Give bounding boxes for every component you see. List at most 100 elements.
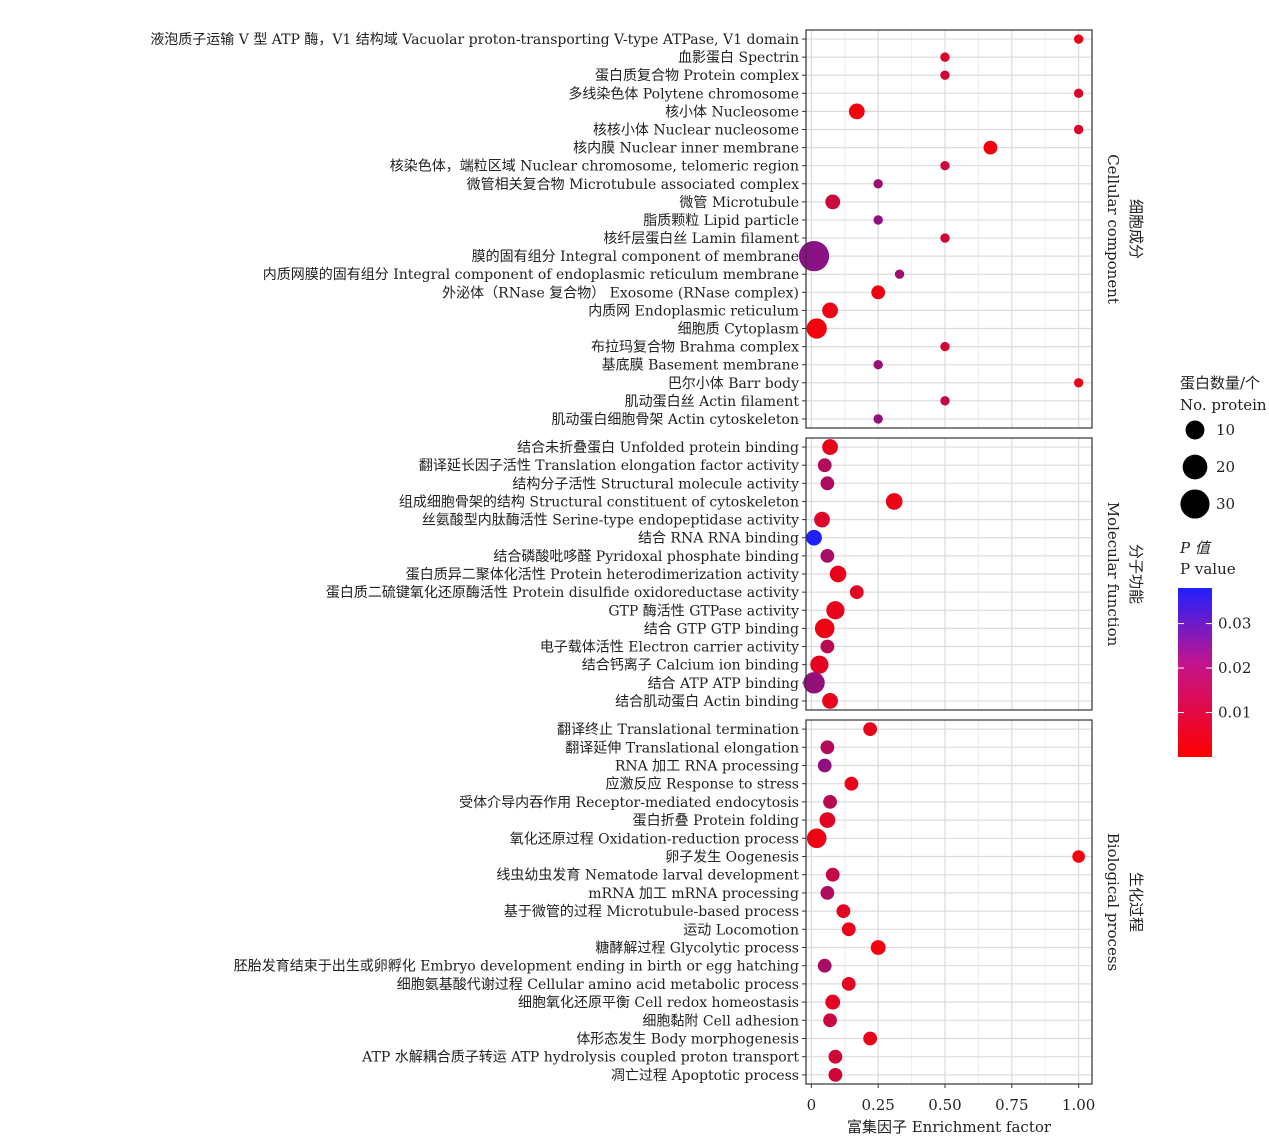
- x-tick-label: 0.75: [995, 1096, 1028, 1114]
- data-point: [848, 103, 865, 120]
- data-point: [940, 52, 950, 62]
- category-label: 卵子发生 Oogenesis: [665, 850, 799, 866]
- category-label: 组成细胞骨架的结构 Structural constituent of cyto…: [399, 494, 799, 510]
- data-point: [828, 1049, 843, 1064]
- category-label: 结合 GTP GTP binding: [644, 621, 799, 637]
- data-point: [820, 639, 835, 654]
- data-point: [940, 396, 950, 406]
- facet-label-cn: 细胞成分: [1127, 199, 1145, 259]
- category-label: 结合肌动蛋白 Actin binding: [615, 694, 799, 710]
- color-legend-label: 0.01: [1218, 704, 1251, 722]
- data-point: [817, 758, 832, 773]
- category-label: 结合钙离子 Calcium ion binding: [582, 657, 799, 674]
- data-point: [1072, 850, 1085, 863]
- category-label: 蛋白质二硫键氧化还原酶活性 Protein disulfide oxidored…: [326, 585, 799, 601]
- data-point: [806, 529, 822, 546]
- data-point: [819, 812, 836, 828]
- data-point: [822, 302, 838, 319]
- x-axis-title: 富集因子 Enrichment factor: [847, 1118, 1052, 1136]
- category-label: 结合 RNA RNA binding: [638, 531, 799, 547]
- facet-label-cn: 生化过程: [1127, 872, 1145, 932]
- category-label: 核小体 Nucleosome: [665, 104, 799, 120]
- data-point: [814, 618, 835, 639]
- panel-background-0: [806, 30, 1092, 428]
- data-point: [863, 722, 878, 736]
- category-label: 核内膜 Nuclear inner membrane: [573, 141, 799, 157]
- category-label: 运动 Locomotion: [683, 922, 799, 938]
- data-point: [803, 672, 825, 694]
- panel-border-1: [805, 437, 1093, 711]
- data-point: [940, 160, 950, 171]
- category-label: 膜的固有组分 Integral component of membrane: [472, 249, 799, 265]
- data-point: [817, 458, 832, 473]
- data-point: [822, 693, 838, 709]
- panel-background-2: [806, 720, 1092, 1084]
- color-legend-title-en: P value: [1180, 560, 1236, 578]
- data-point: [810, 655, 829, 674]
- category-label: 内质网膜的固有组分 Integral component of endoplas…: [263, 267, 799, 283]
- data-point: [829, 565, 847, 583]
- category-label: 内质网 Endoplasmic reticulum: [588, 303, 799, 319]
- facet-label-cn: 分子功能: [1127, 544, 1145, 604]
- size-legend-key: [1180, 489, 1210, 519]
- category-label: 线虫幼虫发育 Nematode larval development: [496, 868, 799, 884]
- category-label: 受体介导内吞作用 Receptor-mediated endocytosis: [459, 795, 799, 811]
- data-point: [873, 359, 883, 370]
- category-label: 基底膜 Basement membrane: [602, 357, 799, 374]
- panel-border-2: [805, 719, 1093, 1085]
- data-point: [870, 940, 886, 955]
- category-label: 应激反应 Response to stress: [606, 776, 799, 793]
- data-point: [873, 215, 883, 225]
- category-label: mRNA 加工 mRNA processing: [588, 886, 799, 902]
- data-point: [820, 476, 835, 491]
- data-point: [844, 776, 859, 791]
- category-label: 血影蛋白 Spectrin: [678, 50, 799, 66]
- data-point: [863, 1031, 878, 1046]
- data-point: [817, 958, 832, 973]
- x-tick-label: 0.50: [928, 1096, 961, 1114]
- category-label: 微管相关复合物 Microtubule associated complex: [467, 176, 799, 193]
- size-legend-key: [1185, 420, 1205, 440]
- data-point: [873, 179, 883, 189]
- data-point: [820, 548, 835, 563]
- data-point: [826, 601, 845, 620]
- facet-label-en: Molecular function: [1104, 502, 1122, 647]
- x-tick-label: 0: [807, 1096, 817, 1114]
- category-label: 凋亡过程 Apoptotic process: [611, 1068, 799, 1084]
- category-label: 蛋白质异二聚体化活性 Protein heterodimerization ac…: [406, 567, 799, 583]
- size-legend-label: 10: [1216, 421, 1235, 439]
- data-point: [1073, 88, 1084, 99]
- data-point: [873, 414, 883, 424]
- category-label: ATP 水解耦合质子转运 ATP hydrolysis coupled prot…: [361, 1050, 799, 1066]
- data-point: [806, 828, 827, 849]
- data-point: [940, 341, 950, 352]
- panel-border-0: [805, 29, 1093, 429]
- category-label: 肌动蛋白细胞骨架 Actin cytoskeleton: [551, 412, 799, 428]
- data-point: [823, 795, 837, 809]
- category-label: 体形态发生 Body morphogenesis: [576, 1032, 799, 1048]
- category-label: 细胞氧化还原平衡 Cell redox homeostasis: [518, 995, 799, 1011]
- facet-label-en: Biological process: [1104, 833, 1122, 971]
- data-point: [841, 922, 856, 937]
- category-label: 核纤层蛋白丝 Lamin filament: [603, 231, 799, 247]
- category-label: 结合磷酸吡哆醛 Pyridoxal phosphate binding: [493, 549, 799, 565]
- category-label: GTP 酶活性 GTPase activity: [608, 603, 799, 619]
- category-label: 丝氨酸型内肽酶活性 Serine-type endopeptidase acti…: [422, 513, 799, 529]
- data-point: [814, 511, 830, 528]
- category-label: 结合未折叠蛋白 Unfolded protein binding: [517, 440, 799, 456]
- data-point: [940, 233, 950, 243]
- x-tick-label: 0.25: [861, 1096, 894, 1114]
- data-point: [798, 240, 830, 272]
- data-point: [849, 585, 864, 600]
- category-label: 翻译终止 Translational termination: [557, 722, 799, 738]
- data-point: [828, 1068, 843, 1082]
- category-label: 外泌体（RNase 复合物） Exosome (RNase complex): [442, 284, 799, 301]
- data-point: [820, 740, 835, 755]
- color-legend-label: 0.03: [1218, 615, 1251, 633]
- data-point: [825, 194, 841, 210]
- category-label: 多线染色体 Polytene chromosome: [568, 85, 799, 102]
- data-point: [806, 318, 827, 339]
- category-label: 核核小体 Nuclear nucleosome: [593, 123, 799, 139]
- data-point: [894, 269, 905, 279]
